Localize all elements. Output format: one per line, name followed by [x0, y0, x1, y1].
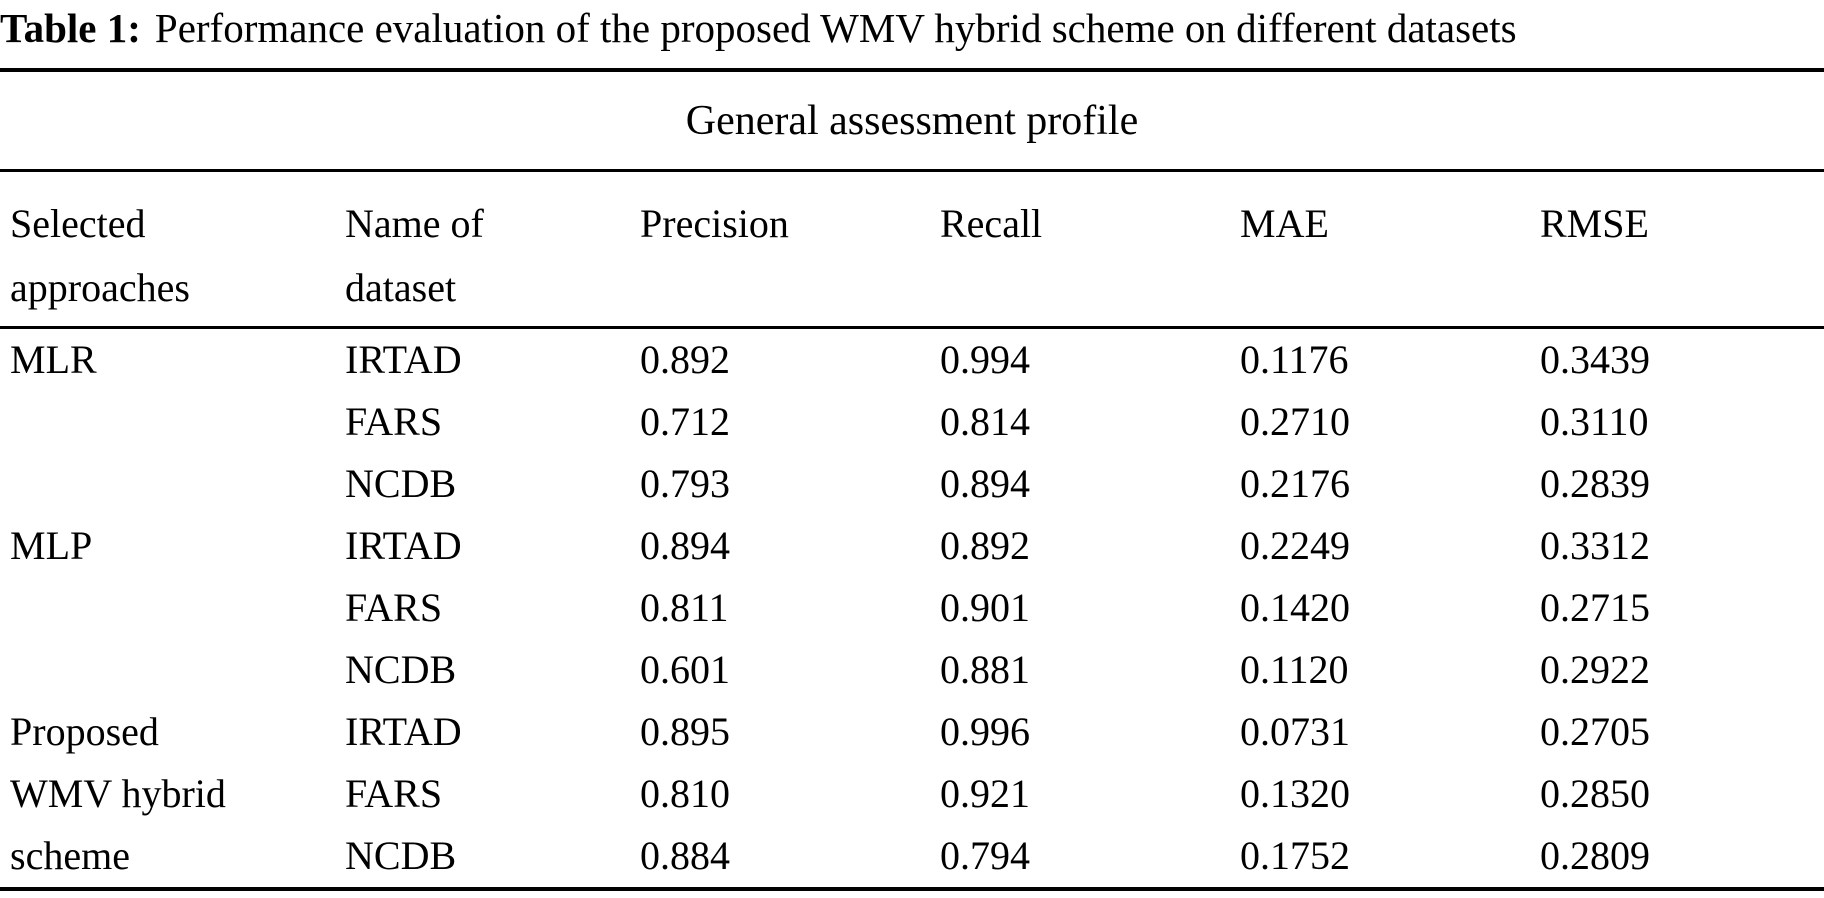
- dataset-cell: IRTAD: [345, 709, 462, 754]
- recall-cell: 0.814: [940, 399, 1030, 444]
- precision-cell: 0.892: [640, 337, 730, 382]
- recall-cell: 0.921: [940, 771, 1030, 816]
- mae-cell: 0.0731: [1240, 709, 1350, 754]
- table-span-header: General assessment profile: [0, 72, 1824, 172]
- column-header-rmse: RMSE: [1540, 201, 1649, 246]
- recall-cell: 0.996: [940, 709, 1030, 754]
- column-header-recall: Recall: [940, 201, 1043, 246]
- table-caption-text: Performance evaluation of the proposed W…: [154, 5, 1517, 51]
- rmse-cell: 0.2809: [1540, 833, 1650, 878]
- rmse-cell: 0.2850: [1540, 771, 1650, 816]
- precision-cell: 0.712: [640, 399, 730, 444]
- precision-cell: 0.810: [640, 771, 730, 816]
- dataset-cell: FARS: [345, 585, 443, 630]
- rmse-cell: 0.2839: [1540, 461, 1650, 506]
- table-caption: Table 1: Performance evaluation of the pr…: [0, 0, 1824, 68]
- mae-cell: 0.1320: [1240, 771, 1350, 816]
- recall-cell: 0.901: [940, 585, 1030, 630]
- precision-cell: 0.811: [640, 585, 729, 630]
- column-header-precision: Precision: [640, 201, 789, 246]
- recall-cell: 0.892: [940, 523, 1030, 568]
- precision-cell: 0.895: [640, 709, 730, 754]
- column-header-selected-approaches: Selected approaches: [10, 201, 190, 310]
- recall-cell: 0.881: [940, 647, 1030, 692]
- rmse-cell: 0.2922: [1540, 647, 1650, 692]
- mae-cell: 0.2249: [1240, 523, 1350, 568]
- precision-cell: 0.894: [640, 523, 730, 568]
- dataset-cell: NCDB: [345, 461, 457, 506]
- dataset-cell: NCDB: [345, 833, 457, 878]
- rmse-cell: 0.3439: [1540, 337, 1650, 382]
- dataset-cell: NCDB: [345, 647, 457, 692]
- table-caption-number: Table 1:: [0, 5, 141, 51]
- precision-cell: 0.884: [640, 833, 730, 878]
- recall-cell: 0.894: [940, 461, 1030, 506]
- table-body: MLR IRTAD 0.892 0.994 0.1176 0.3439 FARS 0.712 0…: [0, 329, 1824, 887]
- mae-cell: 0.2710: [1240, 399, 1350, 444]
- column-header-mae: MAE: [1240, 201, 1329, 246]
- mae-cell: 0.1420: [1240, 585, 1350, 630]
- rmse-cell: 0.3312: [1540, 523, 1650, 568]
- results-table: General assessment profile Selected appr…: [0, 68, 1824, 891]
- table-header-row: Selected approaches Name of dataset Prec…: [0, 172, 1824, 329]
- dataset-cell: IRTAD: [345, 523, 462, 568]
- mae-cell: 0.1752: [1240, 833, 1350, 878]
- approach-label: MLP: [10, 523, 93, 568]
- precision-cell: 0.601: [640, 647, 730, 692]
- rmse-cell: 0.3110: [1540, 399, 1649, 444]
- dataset-cell: FARS: [345, 771, 443, 816]
- recall-cell: 0.794: [940, 833, 1030, 878]
- dataset-cell: IRTAD: [345, 337, 462, 382]
- dataset-cell: FARS: [345, 399, 443, 444]
- mae-cell: 0.1176: [1240, 337, 1349, 382]
- recall-cell: 0.994: [940, 337, 1030, 382]
- precision-cell: 0.793: [640, 461, 730, 506]
- mae-cell: 0.1120: [1240, 647, 1349, 692]
- rmse-cell: 0.2705: [1540, 709, 1650, 754]
- column-header-name-of-dataset: Name of dataset: [345, 201, 484, 310]
- rmse-cell: 0.2715: [1540, 585, 1650, 630]
- mae-cell: 0.2176: [1240, 461, 1350, 506]
- approach-label: Proposed WMV hybrid scheme: [10, 709, 226, 878]
- approach-label: MLR: [10, 337, 97, 382]
